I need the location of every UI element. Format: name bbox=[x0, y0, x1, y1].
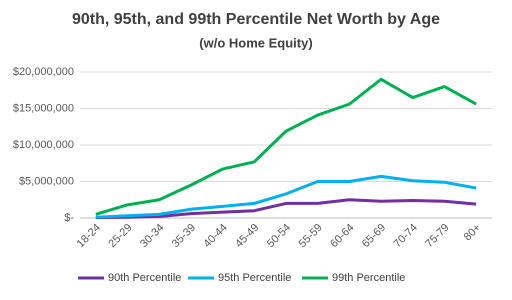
legend-label: 90th Percentile bbox=[108, 272, 181, 284]
series-line bbox=[95, 77, 477, 216]
x-tick-label: 25-29 bbox=[106, 222, 134, 250]
series-line bbox=[95, 174, 477, 219]
y-tick-label: $10,000,000 bbox=[13, 139, 74, 151]
x-tick-label: 30-34 bbox=[138, 222, 166, 250]
x-tick-label: 18-24 bbox=[75, 222, 103, 250]
chart-subtitle: (w/o Home Equity) bbox=[199, 35, 312, 50]
x-tick-label: 40-44 bbox=[201, 222, 229, 250]
y-tick-label: $20,000,000 bbox=[13, 66, 74, 78]
y-tick-label: $5,000,000 bbox=[19, 175, 74, 187]
legend-label: 99th Percentile bbox=[332, 272, 405, 284]
x-tick-label: 80+ bbox=[462, 222, 484, 244]
x-tick-label: 50-54 bbox=[265, 222, 293, 250]
chart-title: 90th, 95th, and 99th Percentile Net Wort… bbox=[72, 11, 440, 28]
x-tick-label: 55-59 bbox=[296, 222, 324, 250]
x-tick-label: 45-49 bbox=[233, 222, 261, 250]
y-tick-label: $- bbox=[64, 212, 74, 224]
series-line bbox=[95, 198, 477, 220]
x-tick-label: 70-74 bbox=[392, 222, 420, 250]
x-tick-label: 60-64 bbox=[328, 222, 356, 250]
x-tick-label: 35-39 bbox=[170, 222, 198, 250]
y-tick-label: $15,000,000 bbox=[13, 102, 74, 114]
x-tick-label: 75-79 bbox=[423, 222, 451, 250]
legend-label: 95th Percentile bbox=[218, 272, 291, 284]
x-tick-label: 65-69 bbox=[360, 222, 388, 250]
